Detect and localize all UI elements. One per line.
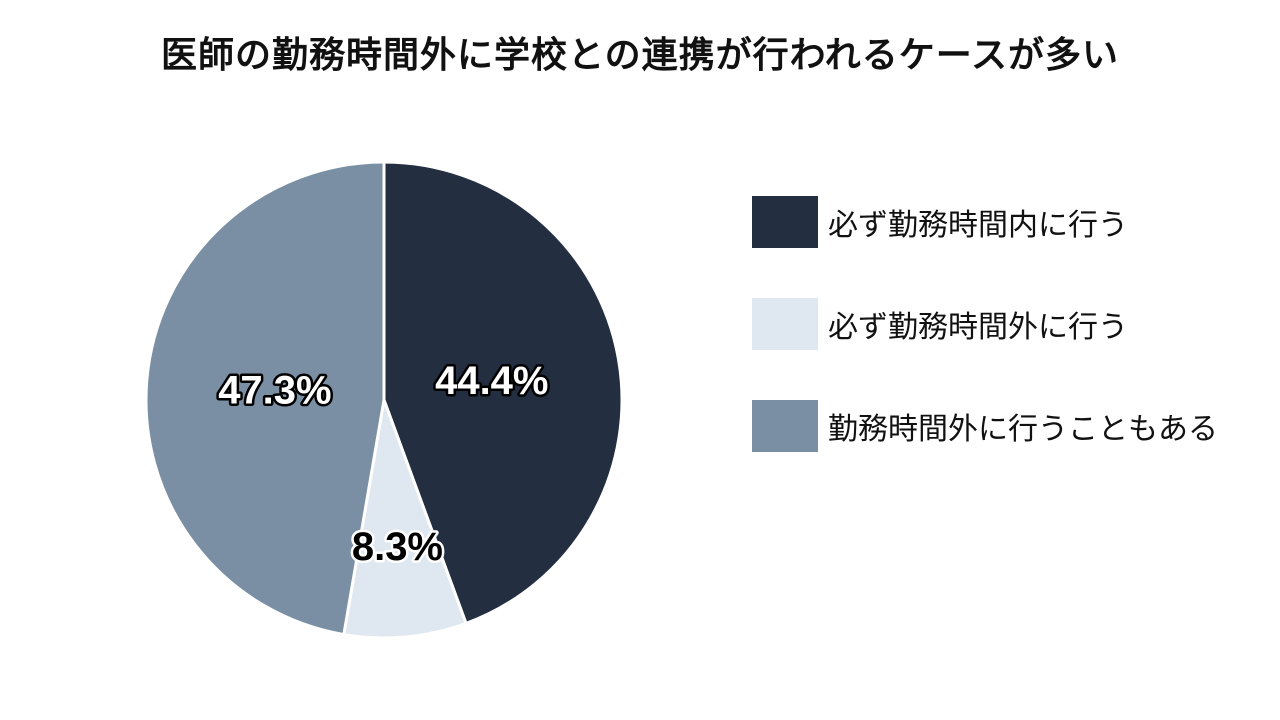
legend-item-outside-hours: 必ず勤務時間外に行う bbox=[752, 298, 1218, 350]
legend-label-sometimes-outside: 勤務時間外に行うこともある bbox=[828, 412, 1218, 447]
slice-label-outside-hours: 8.3% bbox=[352, 525, 443, 569]
slice-label-within-hours: 44.4% bbox=[435, 359, 548, 403]
legend: 必ず勤務時間内に行う 必ず勤務時間外に行う 勤務時間外に行うこともある bbox=[752, 196, 1218, 502]
legend-swatch-outside-hours bbox=[752, 298, 818, 350]
legend-item-sometimes-outside: 勤務時間外に行うこともある bbox=[752, 400, 1218, 452]
pie-slice-labels: 44.4% 8.3% 47.3% bbox=[216, 356, 551, 571]
legend-label-within-hours: 必ず勤務時間内に行う bbox=[828, 208, 1128, 243]
slice-label-sometimes-outside: 47.3% bbox=[218, 369, 331, 413]
legend-swatch-within-hours bbox=[752, 196, 818, 248]
pie-chart: 44.4% 8.3% 47.3% bbox=[144, 160, 624, 640]
legend-swatch-sometimes-outside bbox=[752, 400, 818, 452]
legend-item-within-hours: 必ず勤務時間内に行う bbox=[752, 196, 1218, 248]
pie-slice-within-hours bbox=[382, 160, 624, 625]
legend-label-outside-hours: 必ず勤務時間外に行う bbox=[828, 310, 1128, 345]
pie-slices bbox=[144, 160, 624, 640]
chart-title: 医師の勤務時間外に学校との連携が行われるケースが多い bbox=[160, 35, 1120, 76]
pie-slice-sometimes-outside bbox=[144, 160, 386, 637]
